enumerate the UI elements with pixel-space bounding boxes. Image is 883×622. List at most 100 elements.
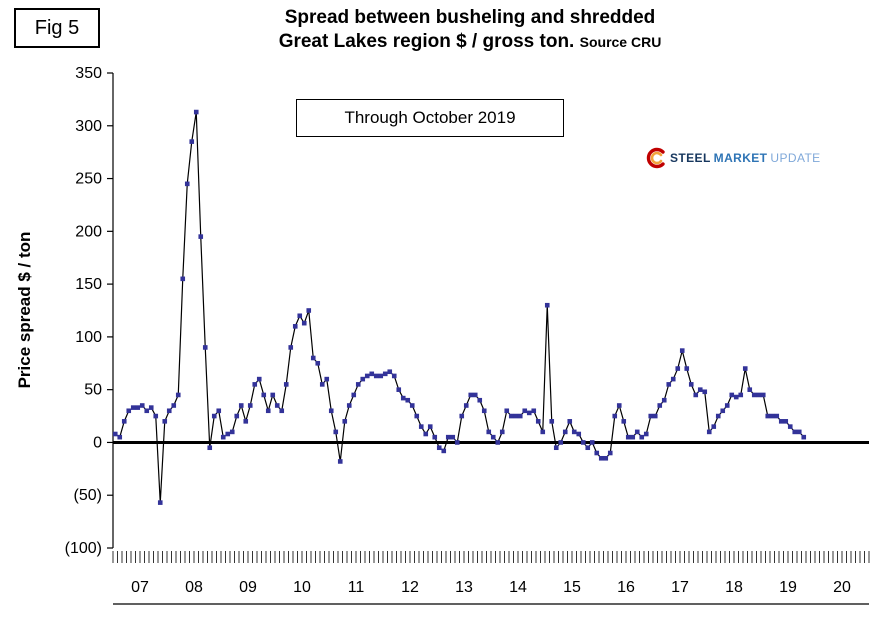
series-marker — [508, 413, 514, 419]
chart-title-line2: Great Lakes region $ / gross ton. Source… — [110, 30, 830, 54]
series-marker — [652, 413, 658, 419]
series-marker — [576, 431, 582, 437]
series-marker — [301, 320, 307, 326]
series-marker — [499, 429, 505, 435]
series-marker — [234, 413, 240, 419]
series-marker — [180, 276, 186, 282]
x-year-label: 10 — [293, 579, 311, 596]
chart-title: Spread between busheling and shredded Gr… — [110, 6, 830, 54]
y-tick-label: (50) — [74, 487, 102, 504]
series-marker — [504, 408, 510, 414]
logo-word-update: UPDATE — [770, 151, 821, 165]
series-marker — [351, 392, 357, 398]
series-marker — [544, 302, 550, 308]
series-marker — [328, 408, 334, 414]
series-marker — [616, 403, 622, 408]
through-annotation-text: Through October 2019 — [344, 108, 516, 127]
series-marker — [261, 392, 267, 398]
series-marker — [310, 355, 316, 361]
series-marker — [517, 413, 523, 419]
steel-market-update-logo: STEEL MARKET UPDATE — [645, 147, 821, 169]
series-marker — [783, 419, 789, 424]
logo-word-market: MARKET — [713, 151, 768, 165]
series-marker — [688, 382, 694, 387]
series-marker — [598, 455, 604, 461]
series-marker — [589, 440, 595, 445]
series-marker — [220, 434, 226, 440]
series-marker — [558, 440, 564, 445]
series-marker — [382, 371, 388, 377]
series-marker — [693, 392, 699, 398]
series-marker — [117, 434, 123, 440]
logo-word-steel: STEEL — [670, 151, 711, 165]
series-marker — [400, 395, 406, 401]
x-year-label: 20 — [833, 579, 851, 596]
series-marker — [279, 408, 285, 414]
series-marker — [738, 392, 744, 398]
series-marker — [369, 371, 375, 377]
series-marker — [697, 387, 703, 392]
series-marker — [441, 448, 447, 454]
series-marker — [621, 419, 627, 424]
series-marker — [373, 373, 379, 379]
series-marker — [711, 424, 717, 429]
x-year-label: 12 — [401, 579, 419, 596]
series-marker — [657, 403, 663, 408]
series-marker — [207, 445, 213, 451]
series-marker — [720, 408, 726, 414]
series-marker — [468, 392, 474, 398]
x-year-label: 09 — [239, 579, 257, 596]
series-marker — [144, 408, 150, 414]
series-marker — [184, 181, 190, 187]
series-marker — [297, 313, 303, 319]
series-marker — [333, 429, 339, 435]
y-tick-label: 200 — [75, 223, 102, 240]
series-marker — [346, 403, 352, 408]
x-year-label: 17 — [671, 579, 689, 596]
series-marker — [765, 413, 771, 419]
series-marker — [742, 366, 748, 371]
series-marker — [585, 445, 591, 451]
series-marker — [292, 324, 298, 329]
series-marker — [202, 345, 208, 350]
series-marker — [756, 392, 762, 398]
x-year-label: 08 — [185, 579, 203, 596]
series-marker — [549, 419, 555, 424]
series-marker — [684, 366, 690, 371]
series-marker — [238, 403, 244, 408]
series-marker — [355, 382, 361, 387]
series-marker — [252, 382, 258, 387]
through-annotation-box: Through October 2019 — [296, 99, 564, 137]
series-marker — [189, 139, 195, 144]
series-marker — [243, 419, 249, 424]
series-marker — [130, 405, 136, 410]
y-tick-label: 300 — [75, 118, 102, 135]
x-year-label: 13 — [455, 579, 473, 596]
series-marker — [760, 392, 766, 398]
series-marker — [670, 376, 676, 382]
series-marker — [769, 413, 775, 419]
series-marker — [387, 369, 393, 375]
series-marker — [166, 408, 172, 414]
series-marker — [774, 413, 780, 419]
series-marker — [445, 434, 451, 440]
series-marker — [607, 450, 613, 456]
figure-label: Fig 5 — [34, 16, 80, 39]
series-marker — [787, 424, 793, 429]
y-tick-label: 250 — [75, 171, 102, 188]
series-marker — [126, 408, 132, 414]
series-marker — [211, 413, 217, 419]
series-marker — [405, 397, 411, 403]
y-tick-label: 150 — [75, 276, 102, 293]
series-marker — [364, 373, 370, 379]
series-marker — [198, 234, 204, 239]
series-marker — [571, 429, 577, 435]
chart-subtitle-text: Great Lakes region $ / gross ton. — [278, 30, 575, 52]
series-marker — [157, 500, 163, 505]
series-marker — [751, 392, 757, 398]
series-marker — [594, 450, 600, 456]
series-marker — [513, 413, 519, 419]
x-year-label: 18 — [725, 579, 743, 596]
series-marker — [216, 408, 222, 414]
series-marker — [522, 408, 528, 414]
